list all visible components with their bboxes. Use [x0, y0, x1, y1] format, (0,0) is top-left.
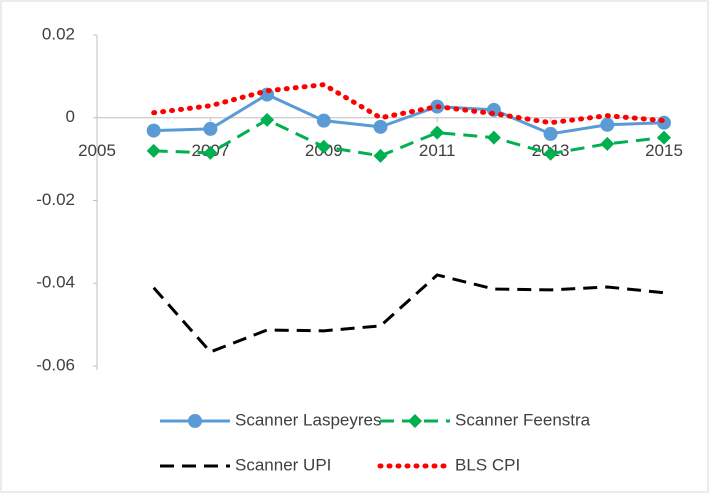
marker: [316, 113, 331, 128]
marker: [316, 139, 331, 154]
legend-label: BLS CPI: [455, 455, 520, 474]
series-line: [152, 273, 665, 354]
marker: [146, 143, 161, 158]
y-tick-label: 0.02: [42, 24, 75, 43]
y-tick-label: -0.02: [36, 190, 75, 209]
marker: [657, 115, 671, 130]
series-line: [153, 92, 665, 136]
marker: [543, 126, 558, 141]
legend-label: Scanner Laspeyres: [235, 410, 381, 429]
marker: [600, 117, 615, 132]
y-tick-label: 0: [66, 107, 75, 126]
marker: [430, 125, 445, 140]
y-tick-label: -0.06: [36, 355, 75, 374]
y-tick-label: -0.04: [36, 273, 75, 292]
marker: [408, 414, 422, 428]
marker: [203, 145, 218, 160]
x-tick-label: 2011: [419, 141, 456, 160]
marker: [373, 148, 388, 163]
marker: [657, 130, 671, 145]
marker: [543, 146, 558, 161]
marker: [203, 121, 218, 136]
series-line: [153, 118, 665, 158]
marker: [600, 136, 615, 151]
marker: [373, 119, 388, 134]
x-tick-label: 2015: [645, 141, 683, 160]
legend-label: Scanner UPI: [235, 455, 331, 474]
series-line: [151, 82, 667, 126]
marker: [188, 414, 202, 428]
x-tick-label: 2005: [78, 141, 116, 160]
marker: [146, 123, 161, 138]
marker: [260, 112, 275, 127]
legend-label: Scanner Feenstra: [455, 410, 591, 429]
marker: [486, 130, 501, 145]
